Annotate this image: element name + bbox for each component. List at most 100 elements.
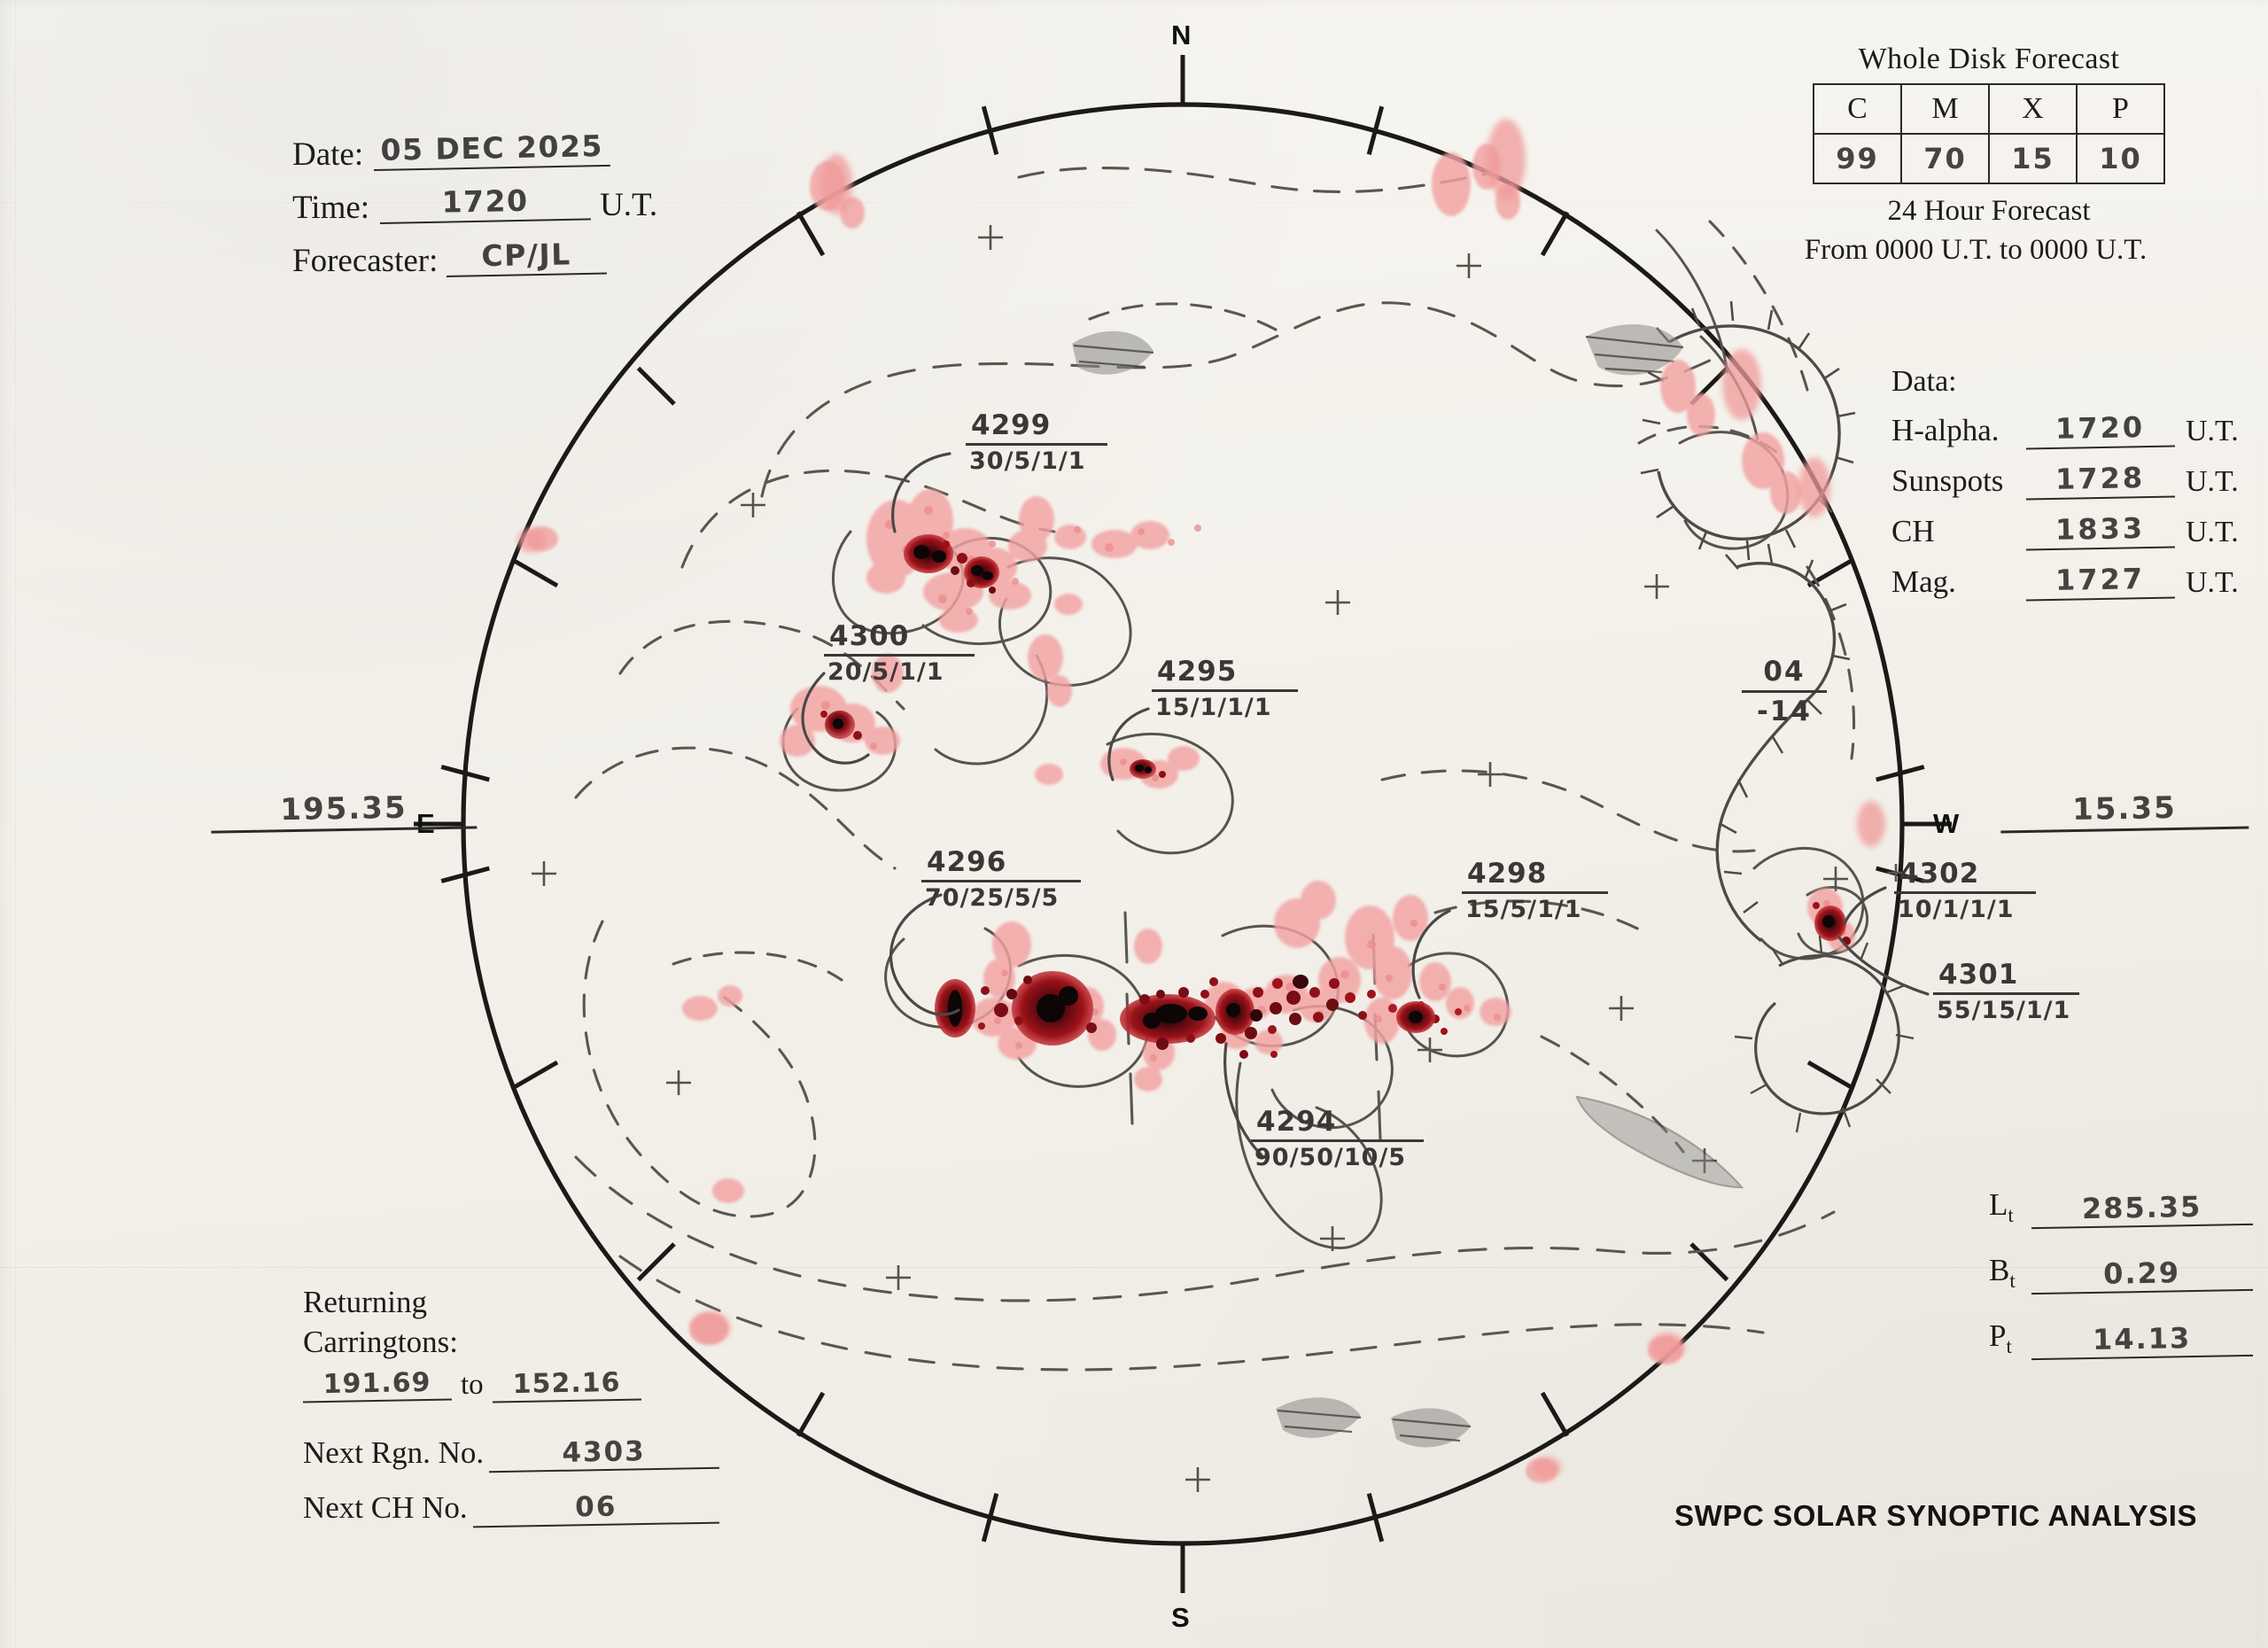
carrington-to: 152.16: [492, 1366, 641, 1403]
region-number-4302: 4302: [1899, 858, 1980, 890]
column-header-m: M: [1900, 83, 1990, 135]
date-field[interactable]: Date: 05 DEC 2025: [292, 128, 673, 173]
halpha-filament-contours: [574, 167, 1856, 1372]
time-field[interactable]: Time: 1720 U.T.: [292, 182, 673, 224]
region-number-4300: 4300: [829, 620, 910, 652]
west-longitude-value: 15.35: [2000, 789, 2249, 834]
date-label: Date:: [292, 136, 364, 173]
coronal-hole-annotation: 04 -14: [1742, 656, 1827, 727]
table-row: 99 70 15 10: [1813, 133, 2165, 184]
forecast-range: From 0000 U.T. to 0000 U.T.: [1804, 234, 2148, 266]
limb-tick-marks: [414, 55, 1952, 1593]
sunspots-unit: U.T.: [2186, 465, 2239, 498]
time-unit: U.T.: [600, 187, 658, 223]
region-divider: [1933, 992, 2079, 995]
scan-artifact-line: [0, 1267, 2268, 1268]
flare-probability-table: C M X P 99 70 15 10: [1813, 83, 2165, 184]
region-class-4294: 90/50/10/5: [1254, 1143, 1407, 1171]
region-divider: [824, 654, 975, 657]
mag-label: Mag.: [1891, 564, 1956, 599]
region-divider: [966, 443, 1107, 446]
region-number-4299: 4299: [971, 409, 1052, 441]
region-number-4298: 4298: [1467, 858, 1548, 890]
region-label-4302: 4302 10/1/1/1: [1894, 858, 2036, 923]
returning-line1: Returning: [303, 1285, 427, 1319]
bt-row[interactable]: Bt 0.29: [1989, 1253, 2264, 1295]
next-region-row[interactable]: Next Rgn. No. 4303: [303, 1434, 719, 1473]
sunspot-groups: [820, 534, 1851, 1059]
coronal-hole-boundaries: [1072, 300, 1915, 1448]
header-fields: Date: 05 DEC 2025 Time: 1720 U.T. Foreca…: [292, 128, 673, 292]
swpc-brand-title: SWPC SOLAR SYNOPTIC ANALYSIS: [1674, 1499, 2198, 1532]
region-label-4295: 4295 15/1/1/1: [1152, 656, 1298, 721]
carrington-to-label: to: [461, 1368, 484, 1401]
mag-unit: U.T.: [2186, 566, 2239, 599]
pt-row[interactable]: Pt 14.13: [1989, 1318, 2264, 1361]
returning-carringtons: Returning Carringtons: 191.69 to 152.16: [302, 1283, 675, 1403]
ch-unit: U.T.: [2186, 516, 2239, 548]
region-label-4294: 4294 90/50/10/5: [1251, 1106, 1424, 1171]
region-divider: [1894, 891, 2036, 894]
lt-value: 285.35: [2031, 1188, 2253, 1230]
next-numbers-block: Next Rgn. No. 4303 Next CH No. 06: [303, 1434, 719, 1545]
sunspot-region-4296: [935, 971, 1097, 1046]
data-block-title: Data:: [1891, 365, 1957, 398]
region-label-4300: 4300 20/5/1/1: [824, 620, 975, 686]
forecast-subtitle: 24 Hour Forecast: [1887, 195, 2091, 227]
whole-disk-forecast-title: Whole Disk Forecast: [1858, 43, 2120, 75]
region-label-4301: 4301 55/15/1/1: [1933, 959, 2079, 1024]
region-number-4296: 4296: [927, 846, 1007, 878]
value-c: 99: [1813, 133, 1902, 184]
bt-value: 0.29: [2031, 1254, 2253, 1295]
solar-parameters: Lt 285.35 Bt 0.29 Pt 14.13: [1989, 1187, 2264, 1384]
region-label-4298: 4298 15/5/1/1: [1462, 858, 1608, 923]
west-label: W: [1933, 808, 1960, 839]
forecaster-field[interactable]: Forecaster: CP/JL: [292, 236, 673, 279]
halpha-unit: U.T.: [2186, 415, 2239, 447]
table-header-row: C M X P: [1813, 83, 2165, 135]
region-divider: [1152, 689, 1298, 692]
region-divider: [1251, 1139, 1424, 1142]
region-number-4294: 4294: [1256, 1106, 1337, 1138]
region-divider: [921, 880, 1081, 882]
ch-latitude: -14: [1756, 695, 1812, 727]
data-row-mag[interactable]: Mag. 1727 U.T.: [1891, 561, 2264, 602]
region-number-4301: 4301: [1938, 959, 2019, 991]
next-ch-row[interactable]: Next CH No. 06: [303, 1489, 719, 1528]
column-header-c: C: [1813, 83, 1902, 135]
region-divider: [1462, 891, 1608, 894]
data-row-sunspots[interactable]: Sunspots 1728 U.T.: [1891, 460, 2264, 501]
pt-label: Pt: [1989, 1318, 2012, 1357]
region-class-4301: 55/15/1/1: [1937, 996, 2071, 1024]
data-row-ch[interactable]: CH 1833 U.T.: [1891, 510, 2264, 551]
region-number-4295: 4295: [1157, 656, 1238, 688]
next-region-label: Next Rgn. No.: [303, 1435, 485, 1470]
lt-row[interactable]: Lt 285.35: [1989, 1187, 2264, 1230]
region-class-4302: 10/1/1/1: [1898, 895, 2015, 923]
region-class-4298: 15/5/1/1: [1465, 895, 1582, 923]
annotation-leader-lines: [801, 452, 1930, 1159]
value-x: 15: [1988, 133, 2078, 184]
data-row-halpha[interactable]: H-alpha. 1720 U.T.: [1891, 409, 2264, 450]
value-m: 70: [1900, 133, 1990, 184]
carrington-range[interactable]: 191.69 to 152.16: [302, 1366, 675, 1403]
returning-line2: Carringtons:: [303, 1324, 458, 1359]
sunspots-label: Sunspots: [1891, 463, 2004, 498]
forecaster-label: Forecaster:: [292, 243, 439, 279]
east-label: E: [416, 808, 435, 839]
ch-label: CH: [1891, 514, 1935, 548]
column-header-x: X: [1988, 83, 2078, 135]
solar-limb-circle: [461, 102, 1905, 1546]
column-header-p: P: [2076, 83, 2165, 135]
sunspot-region-4300: [820, 711, 862, 740]
region-label-4299: 4299 30/5/1/1: [966, 409, 1107, 475]
data-block: Data: H-alpha. 1720 U.T. Sunspots 1728 U…: [1891, 365, 2264, 613]
sunspot-region-4299: [904, 534, 999, 594]
region-class-4300: 20/5/1/1: [827, 657, 944, 686]
region-class-4295: 15/1/1/1: [1155, 693, 1272, 721]
limb-plage-flecks: [517, 119, 1885, 1478]
plage-boundary-contours: [781, 229, 1869, 1249]
sunspot-region-4295: [1130, 759, 1166, 779]
